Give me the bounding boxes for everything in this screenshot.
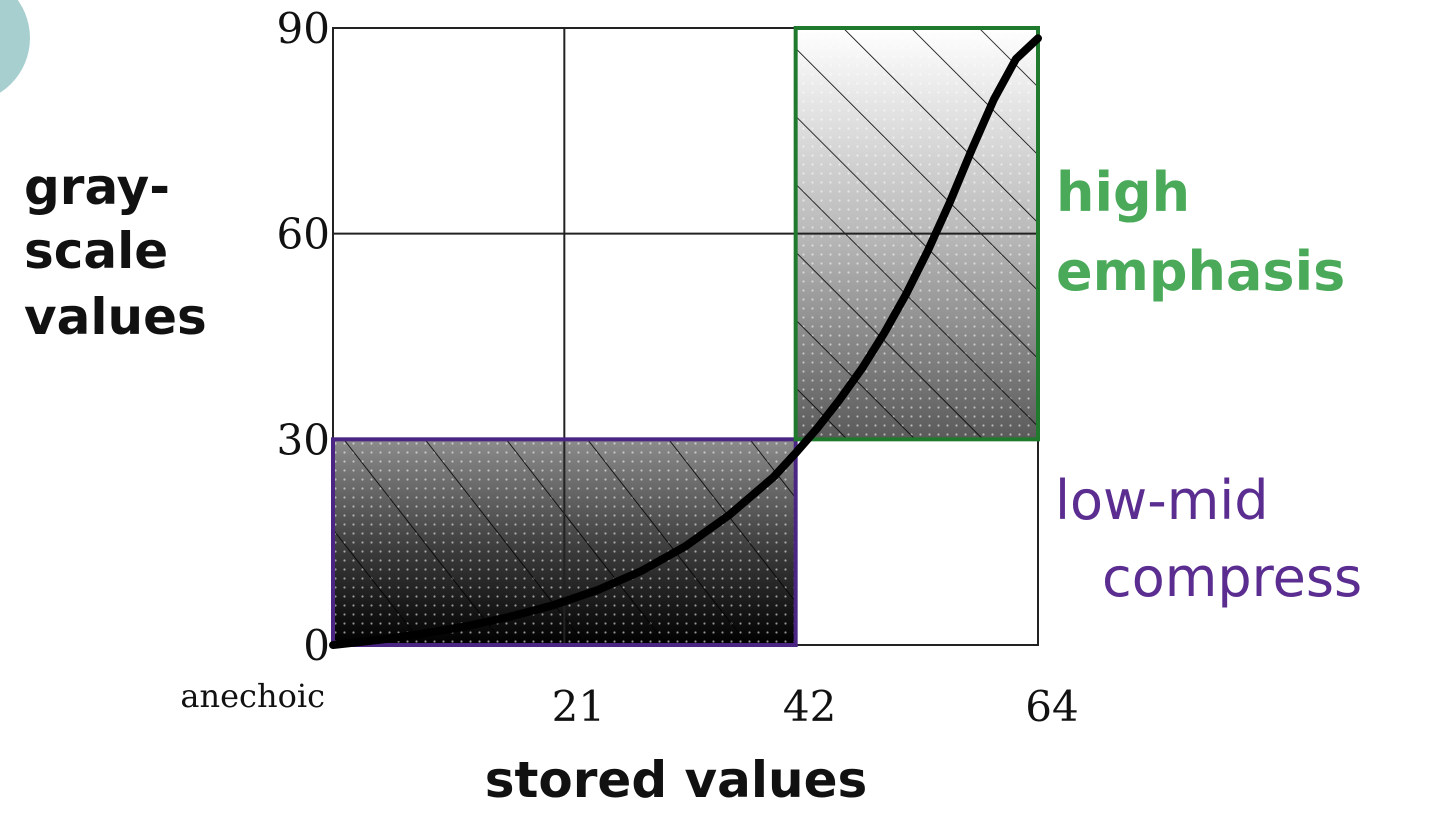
y-tick-label: 90 bbox=[277, 4, 330, 53]
high-emphasis-label-line-2: emphasis bbox=[1056, 240, 1345, 303]
y-tick-label: 60 bbox=[277, 210, 330, 259]
y-axis-title: gray- scale values bbox=[24, 158, 207, 346]
y-tick-label: 0 bbox=[303, 621, 330, 670]
x-origin-label: anechoic bbox=[180, 677, 325, 715]
tick-labels: 0 30 60 90 21 42 64 anechoic bbox=[180, 4, 1078, 731]
y-axis-title-line-1: gray- bbox=[24, 158, 170, 216]
x-tick-label: 21 bbox=[552, 682, 605, 731]
high-emphasis-label-line-1: high bbox=[1056, 161, 1190, 224]
high-emphasis-label: high emphasis bbox=[1056, 161, 1345, 303]
y-axis-title-line-2: scale bbox=[24, 222, 168, 280]
low-mid-compress-label: low-mid compress bbox=[1055, 469, 1362, 609]
curve-line bbox=[329, 34, 1042, 649]
low-mid-compress-label-line-2: compress bbox=[1102, 546, 1362, 609]
plot-area bbox=[329, 26, 1042, 649]
y-axis-title-line-3: values bbox=[24, 288, 207, 346]
decorative-circle bbox=[0, 0, 30, 93]
x-axis-title: stored values bbox=[485, 751, 868, 809]
x-tick-label: 42 bbox=[783, 682, 836, 731]
region-border bbox=[331, 437, 798, 648]
region-border bbox=[793, 26, 1040, 442]
x-tick-label: 64 bbox=[1025, 682, 1078, 731]
low-mid-compress-label-line-1: low-mid bbox=[1055, 469, 1269, 532]
y-tick-label: 30 bbox=[277, 415, 330, 464]
